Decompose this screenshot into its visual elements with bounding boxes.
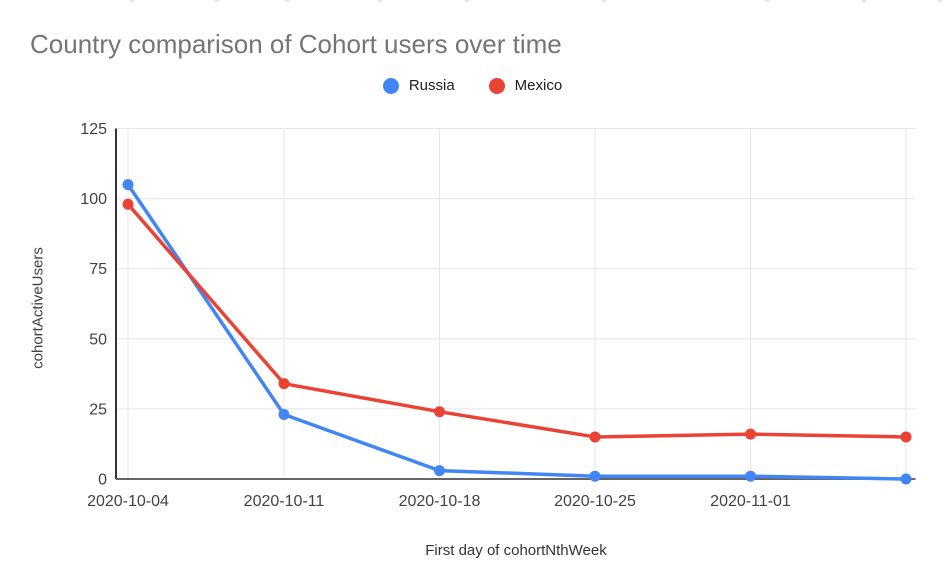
data-point-russia[interactable]: [589, 470, 601, 482]
legend-swatch-icon: [488, 77, 505, 94]
top-edge-mark: [215, 0, 219, 2]
legend-item-mexico[interactable]: Mexico: [488, 77, 563, 94]
legend-swatch-icon: [382, 77, 399, 94]
top-edge-mark: [862, 0, 866, 2]
legend-item-label: Mexico: [514, 77, 563, 94]
y-tick-label: 75: [89, 261, 107, 278]
data-point-mexico[interactable]: [745, 428, 756, 440]
top-edge-mark: [602, 0, 606, 2]
x-tick-label: 2020-10-04: [87, 493, 169, 510]
data-point-mexico[interactable]: [434, 406, 445, 418]
data-point-mexico[interactable]: [900, 431, 912, 443]
cropped-top-artifacts: [0, 0, 945, 3]
y-tick-label: 125: [80, 121, 107, 138]
top-edge-mark: [938, 0, 942, 2]
series-line-mexico: [126, 202, 908, 439]
legend-item-label: Russia: [408, 77, 455, 94]
x-tick-label: 2020-11-01: [710, 493, 791, 510]
series-line-russia: [126, 182, 908, 481]
x-tick-label: 2020-10-25: [554, 493, 636, 510]
data-point-russia[interactable]: [745, 470, 756, 482]
x-axis-title: First day of cohortNthWeek: [425, 542, 607, 559]
data-point-russia[interactable]: [122, 179, 134, 191]
chart-title: Country comparison of Cohort users over …: [30, 29, 562, 59]
data-point-mexico[interactable]: [122, 198, 134, 210]
data-point-russia[interactable]: [434, 465, 445, 477]
data-point-mexico[interactable]: [589, 431, 601, 443]
data-point-russia[interactable]: [278, 409, 290, 421]
top-edge-mark: [765, 0, 769, 2]
top-edge-mark: [465, 0, 469, 2]
y-tick-label: 100: [80, 191, 107, 208]
legend: Russia Mexico: [0, 77, 945, 94]
x-tick-label: 2020-10-18: [399, 493, 481, 510]
y-tick-label: 25: [89, 401, 107, 418]
top-edge-mark: [378, 0, 382, 2]
x-tick-label: 2020-10-11: [244, 493, 325, 510]
y-tick-label: 50: [89, 331, 107, 348]
data-point-russia[interactable]: [900, 473, 912, 485]
data-point-mexico[interactable]: [278, 378, 290, 390]
legend-item-russia[interactable]: Russia: [382, 77, 455, 94]
y-tick-label: 0: [98, 472, 107, 489]
top-edge-mark: [130, 0, 134, 2]
top-edge-mark: [285, 0, 289, 2]
